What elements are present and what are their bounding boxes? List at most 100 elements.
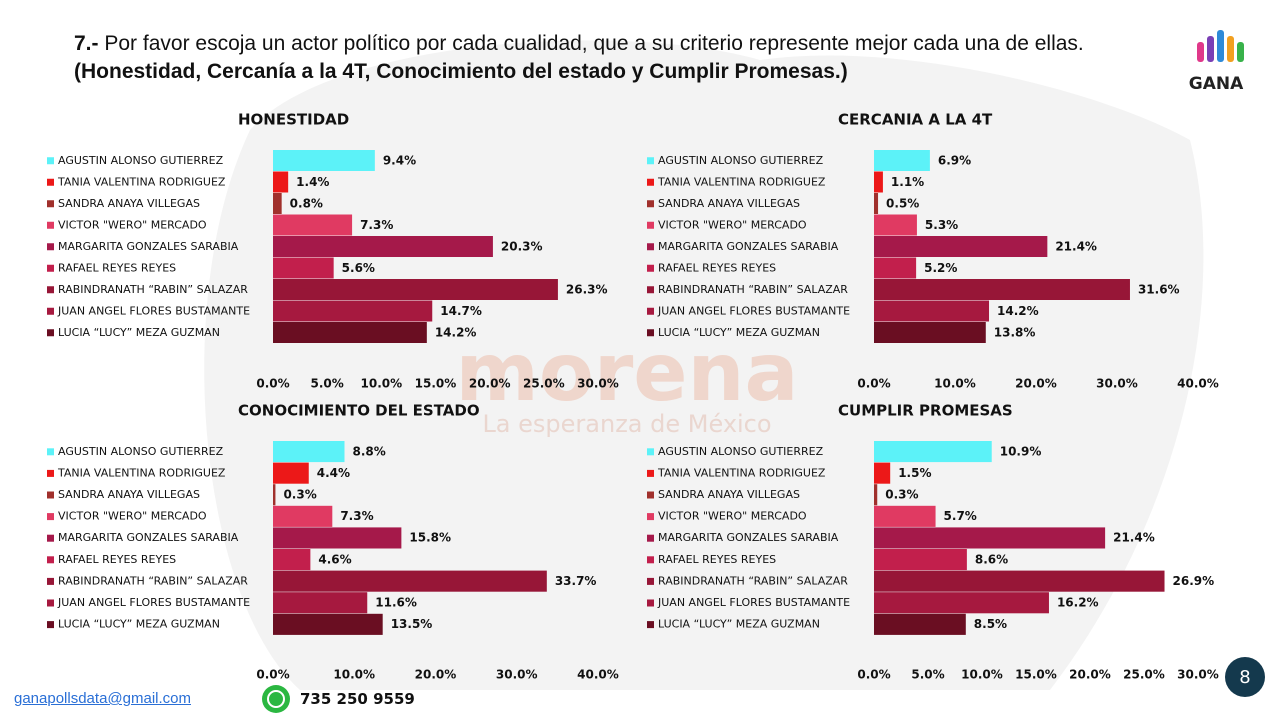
bar	[874, 505, 936, 527]
whatsapp-icon-inner	[267, 690, 285, 708]
watermark-brand: morena	[456, 326, 799, 419]
category-label: TANIA VALENTINA RODRIGUEZ	[657, 466, 826, 479]
bar	[273, 214, 353, 236]
bar	[273, 322, 427, 343]
value-label: 5.7%	[944, 509, 977, 523]
value-label: 6.9%	[938, 153, 971, 167]
bar	[273, 549, 311, 571]
category-label: RABINDRANATH “RABIN” SALAZAR	[58, 574, 248, 587]
bar	[273, 570, 547, 592]
x-tick-label: 30.0%	[1096, 377, 1138, 391]
x-tick-label: 5.0%	[911, 668, 944, 682]
bar	[273, 484, 276, 506]
legend-swatch	[647, 469, 654, 477]
legend-swatch	[47, 178, 54, 186]
logo-figure	[1197, 42, 1204, 62]
legend-swatch	[647, 307, 654, 315]
category-label: RABINDRANATH “RABIN” SALAZAR	[58, 283, 248, 296]
page-number: 8	[1239, 667, 1250, 688]
value-label: 8.5%	[974, 617, 1007, 631]
category-label: LUCIA “LUCY” MEZA GUZMAN	[58, 618, 220, 631]
legend-swatch	[47, 513, 54, 521]
category-label: MARGARITA GONZALES SARABIA	[658, 240, 839, 253]
page-badge	[1225, 657, 1265, 697]
x-tick-label: 10.0%	[361, 377, 403, 391]
category-label: RABINDRANATH “RABIN” SALAZAR	[658, 574, 848, 587]
bar	[273, 279, 558, 300]
x-tick-label: 10.0%	[333, 668, 375, 682]
category-label: TANIA VALENTINA RODRIGUEZ	[657, 175, 826, 188]
value-label: 8.6%	[975, 552, 1008, 566]
category-label: JUAN ANGEL FLORES BUSTAMANTE	[657, 596, 850, 609]
bar	[874, 613, 966, 635]
bar	[874, 150, 930, 171]
email-link[interactable]: ganapollsdata@gmail.com	[14, 690, 191, 707]
category-label: AGUSTIN ALONSO GUTIERREZ	[658, 445, 824, 458]
legend-swatch	[647, 264, 654, 272]
legend-swatch	[647, 178, 654, 186]
value-label: 14.7%	[440, 304, 482, 318]
logo-text: GANA	[1189, 74, 1244, 94]
bar	[874, 462, 891, 484]
bar	[273, 193, 282, 214]
value-label: 10.9%	[1000, 444, 1042, 458]
category-label: VICTOR "WERO" MERCADO	[658, 510, 807, 523]
bar	[874, 549, 967, 571]
value-label: 13.8%	[994, 325, 1036, 339]
category-label: JUAN ANGEL FLORES BUSTAMANTE	[57, 596, 250, 609]
legend-swatch	[47, 243, 54, 251]
value-label: 11.6%	[375, 596, 417, 610]
chart-title: HONESTIDAD	[238, 111, 349, 129]
legend-swatch	[647, 556, 654, 564]
x-tick-label: 20.0%	[1015, 377, 1057, 391]
legend-swatch	[47, 599, 54, 607]
x-tick-label: 15.0%	[1015, 668, 1057, 682]
question-number: 7.-	[74, 32, 99, 55]
legend-swatch	[47, 448, 54, 456]
legend-swatch	[647, 221, 654, 229]
category-label: RAFAEL REYES REYES	[658, 553, 776, 566]
bar	[273, 592, 368, 614]
x-tick-label: 0.0%	[857, 377, 890, 391]
legend-swatch	[647, 448, 654, 456]
x-tick-label: 25.0%	[523, 377, 565, 391]
category-label: AGUSTIN ALONSO GUTIERREZ	[58, 154, 224, 167]
legend-swatch	[647, 157, 654, 165]
value-label: 33.7%	[555, 574, 597, 588]
bar	[874, 441, 992, 463]
legend-swatch	[47, 286, 54, 294]
phone: 735 250 9559	[300, 690, 415, 708]
category-label: JUAN ANGEL FLORES BUSTAMANTE	[657, 304, 850, 317]
bar	[273, 236, 493, 257]
legend-swatch	[647, 286, 654, 294]
category-label: AGUSTIN ALONSO GUTIERREZ	[658, 154, 824, 167]
value-label: 7.3%	[360, 218, 393, 232]
category-label: VICTOR "WERO" MERCADO	[58, 218, 207, 231]
bar	[273, 171, 289, 193]
bar	[874, 592, 1049, 614]
category-label: SANDRA ANAYA VILLEGAS	[58, 488, 200, 501]
bar	[874, 570, 1165, 592]
x-tick-label: 40.0%	[577, 668, 619, 682]
bar	[874, 300, 990, 322]
legend-swatch	[647, 577, 654, 585]
category-label: MARGARITA GONZALES SARABIA	[58, 240, 239, 253]
chart-title: CONOCIMIENTO DEL ESTADO	[238, 402, 480, 420]
legend-swatch	[47, 329, 54, 337]
bar	[874, 214, 917, 236]
value-label: 31.6%	[1138, 282, 1180, 296]
category-label: LUCIA “LUCY” MEZA GUZMAN	[658, 326, 820, 339]
value-label: 4.4%	[317, 466, 350, 480]
chart-title: CUMPLIR PROMESAS	[838, 402, 1013, 420]
x-tick-label: 20.0%	[1069, 668, 1111, 682]
x-tick-label: 20.0%	[415, 668, 457, 682]
category-label: RAFAEL REYES REYES	[58, 553, 176, 566]
value-label: 14.2%	[997, 304, 1039, 318]
x-tick-label: 15.0%	[415, 377, 457, 391]
question: 7.- Por favor escoja un actor político p…	[74, 30, 1104, 86]
x-tick-label: 5.0%	[311, 377, 344, 391]
category-label: SANDRA ANAYA VILLEGAS	[58, 197, 200, 210]
x-tick-label: 10.0%	[934, 377, 976, 391]
x-tick-label: 20.0%	[469, 377, 511, 391]
